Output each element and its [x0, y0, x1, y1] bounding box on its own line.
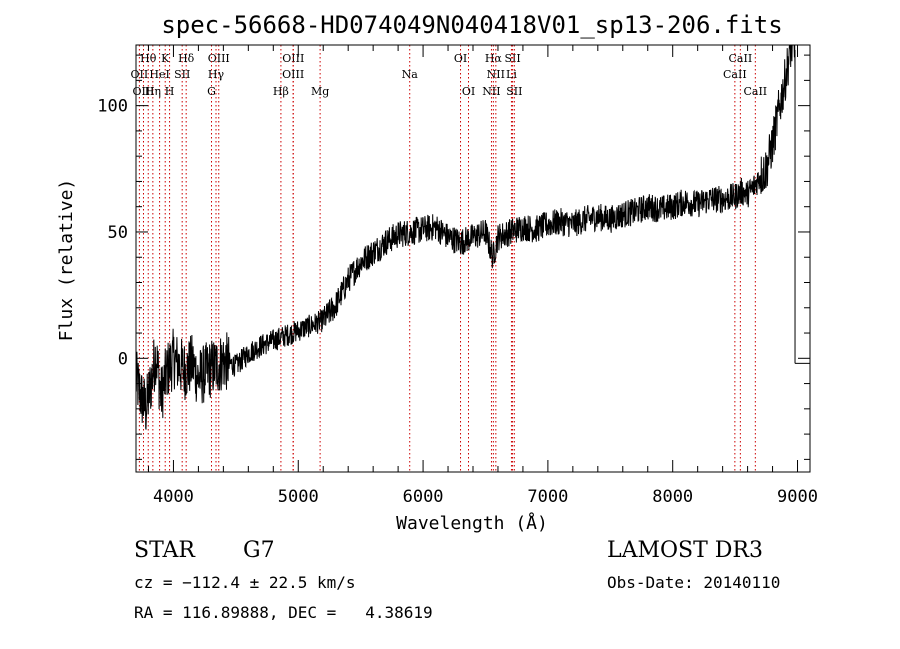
x-tick-label-2: 6000: [403, 487, 444, 507]
plot-area: [135, 44, 810, 430]
line-label-14: Na: [402, 68, 419, 81]
redshift-velocity: cz = −112.4 ± 22.5 km/s: [134, 573, 356, 592]
x-tick-label-1: 5000: [278, 487, 319, 507]
axes: 4000 5000 6000 7000 8000 9000 0 50 100: [97, 45, 818, 507]
x-tick-label-3: 7000: [527, 487, 568, 507]
line-label-6: Hα: [485, 52, 503, 65]
y-tick-label-1: 50: [108, 223, 128, 243]
observation-date: Obs-Date: 20140110: [607, 573, 781, 592]
line-label-11: SII: [174, 68, 190, 81]
line-label-10: HeI: [149, 68, 169, 81]
line-label-22: Hβ: [273, 85, 289, 98]
line-label-18: OIII: [132, 85, 154, 98]
line-label-13: OIII: [282, 68, 304, 81]
line-label-26: SII: [506, 85, 522, 98]
line-label-21: G: [207, 85, 216, 98]
line-label-5: OI: [454, 52, 467, 65]
chart-title: spec-56668-HD074049N040418V01_sp13-206.f…: [161, 11, 782, 39]
line-label-1: K: [161, 52, 170, 65]
y-tick-label-0: 0: [118, 349, 128, 369]
line-label-0: Hθ: [140, 52, 157, 65]
object-subclass: G7: [243, 538, 275, 563]
x-tick-label-5: 9000: [777, 487, 818, 507]
object-class: STAR: [134, 538, 195, 563]
line-label-3: OIII: [208, 52, 230, 65]
x-tick-label-0: 4000: [153, 487, 194, 507]
line-label-19: Hη: [145, 85, 161, 98]
line-label-25: NII: [482, 85, 500, 98]
line-label-23: Mg: [311, 85, 329, 98]
line-label-16: Li: [506, 68, 517, 81]
line-label-9: OII: [131, 68, 149, 81]
line-label-17: CaII: [723, 68, 747, 81]
plot-frame: [135, 44, 811, 473]
line-label-20: H: [165, 85, 175, 98]
line-label-15: NII: [487, 68, 505, 81]
coordinates: RA = 116.89888, DEC = 4.38619: [134, 603, 433, 622]
line-label-2: Hδ: [178, 52, 195, 65]
x-tick-label-4: 8000: [652, 487, 693, 507]
survey-name: LAMOST DR3: [607, 538, 763, 563]
series-flux: [135, 44, 796, 430]
line-label-8: CaII: [729, 52, 753, 65]
x-axis-label: Wavelength (Å): [396, 512, 548, 534]
line-label-27: CaII: [743, 85, 767, 98]
y-tick-label-2: 100: [97, 97, 128, 117]
line-label-12: Hγ: [208, 68, 225, 81]
line-label-7: SII: [504, 52, 520, 65]
line-label-24: OI: [462, 85, 475, 98]
y-axis-label: Flux (relative): [56, 179, 77, 342]
